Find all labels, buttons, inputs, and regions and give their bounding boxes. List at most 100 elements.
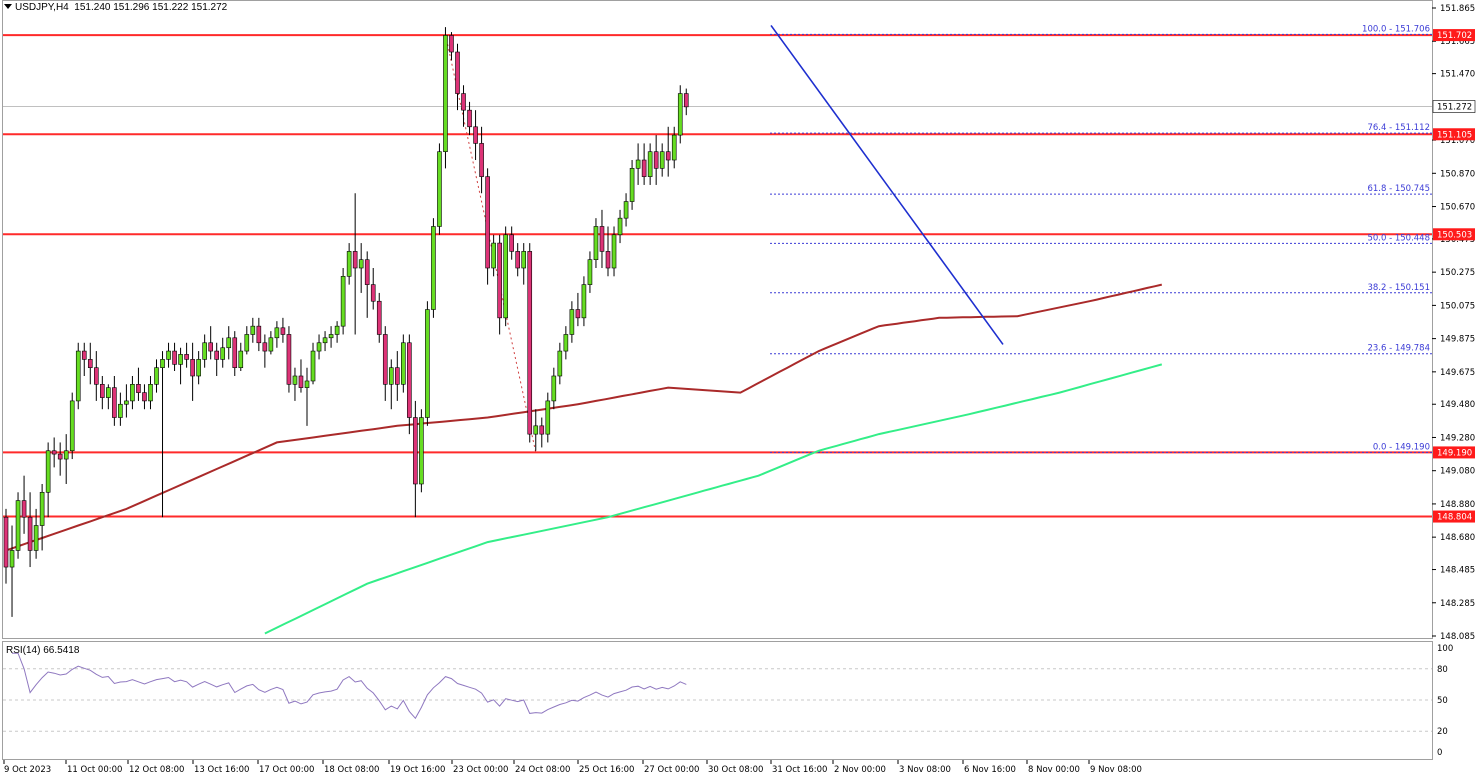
candle	[563, 326, 569, 360]
candle-body	[455, 51, 460, 94]
price-tick-label: 148.485	[1440, 566, 1475, 576]
price-tick-label: 148.680	[1440, 533, 1475, 543]
candle	[376, 292, 382, 343]
candle	[443, 27, 448, 169]
candle-body	[419, 417, 424, 485]
candle-body	[220, 347, 226, 360]
candle	[172, 342, 177, 372]
candle-body	[425, 309, 430, 418]
candle	[130, 375, 135, 410]
candle	[425, 301, 430, 426]
candle	[659, 143, 665, 177]
candle	[461, 85, 466, 127]
candle	[394, 351, 400, 401]
candle-body	[509, 234, 514, 252]
candle	[346, 243, 352, 285]
candle	[3, 508, 9, 584]
candle	[485, 168, 490, 285]
candle-body	[659, 151, 665, 169]
level-price-tag-label: 149.190	[1437, 448, 1472, 458]
symbol-header: USDJPY,H4 151.240 151.296 151.222 151.27…	[4, 2, 227, 13]
candle	[124, 384, 129, 418]
candle-body	[491, 242, 496, 269]
candle	[557, 342, 563, 385]
candle	[328, 326, 334, 348]
candle	[154, 359, 159, 393]
fib-diagonal	[444, 34, 537, 453]
candle	[250, 317, 256, 343]
time-tick-label: 23 Oct 00:00	[453, 765, 508, 775]
candle	[605, 226, 611, 277]
candle-body	[178, 354, 183, 365]
price-tick-label: 150.275	[1440, 268, 1475, 278]
candle	[15, 492, 21, 559]
candle-body	[45, 450, 51, 493]
candle	[75, 342, 81, 410]
candle-body	[286, 334, 292, 385]
level-price-tag	[1433, 446, 1475, 459]
candle-body	[473, 126, 478, 144]
candle-body	[87, 359, 93, 368]
candle	[244, 326, 250, 355]
candles	[3, 27, 689, 617]
candle-body	[298, 375, 304, 388]
price-tick-label: 149.080	[1440, 467, 1475, 477]
candle	[202, 334, 207, 368]
candle	[208, 326, 213, 360]
candle	[683, 88, 689, 116]
main-panel[interactable]	[2, 0, 1433, 639]
candle	[57, 442, 63, 476]
candle-body	[503, 234, 508, 319]
candle	[551, 367, 557, 410]
candle	[629, 160, 635, 210]
candle-body	[364, 259, 370, 285]
candle-body	[623, 201, 629, 219]
price-tick-label: 150.075	[1440, 301, 1475, 311]
level-price-tag-label: 151.105	[1437, 130, 1472, 140]
price-tick-label: 148.880	[1440, 500, 1475, 510]
candle	[521, 243, 527, 285]
candle-body	[112, 387, 117, 418]
candle-body	[292, 375, 298, 385]
candle-body	[665, 151, 671, 161]
candle	[184, 342, 189, 368]
candle	[617, 209, 623, 244]
time-tick-label: 31 Oct 16:00	[772, 765, 827, 775]
candle	[419, 409, 424, 493]
candle	[401, 334, 406, 393]
candle	[256, 317, 262, 352]
rsi-indicator: 100 80 50 20 0	[3, 644, 1453, 758]
candle	[274, 321, 280, 348]
candle-body	[521, 251, 527, 269]
level-price-tag-label: 151.702	[1437, 31, 1472, 41]
candle-body	[232, 337, 238, 368]
candle	[515, 243, 521, 277]
candle	[310, 342, 316, 385]
price-tick-label: 149.480	[1440, 400, 1475, 410]
candle-body	[214, 350, 219, 360]
level-price-tag	[1433, 510, 1475, 523]
candle-body	[196, 359, 201, 377]
candle	[593, 218, 599, 269]
candle-body	[382, 334, 388, 385]
candle	[190, 342, 195, 401]
candle	[647, 143, 653, 185]
candle-body	[581, 284, 587, 319]
price-tick-label: 149.280	[1440, 433, 1475, 443]
current-price-tag-label: 151.272	[1437, 103, 1472, 113]
price-tick-label: 148.285	[1440, 599, 1475, 609]
candle-body	[407, 342, 412, 418]
candle-body	[124, 400, 129, 405]
candle	[232, 331, 238, 376]
candle	[533, 409, 539, 451]
candle-body	[539, 425, 545, 435]
candle-body	[515, 251, 521, 269]
time-tick-label: 2 Nov 00:00	[834, 765, 886, 775]
candle-body	[352, 251, 358, 269]
candle	[63, 434, 69, 484]
price-tick-label: 150.670	[1440, 203, 1475, 213]
collapse-triangle-icon[interactable]	[4, 4, 12, 9]
time-tick-label: 25 Oct 16:00	[579, 765, 634, 775]
candle-body	[27, 516, 33, 551]
